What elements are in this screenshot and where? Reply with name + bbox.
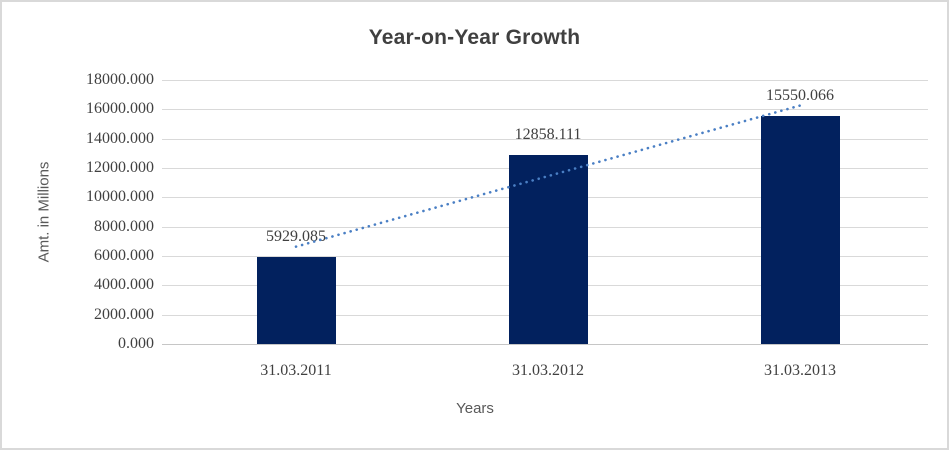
- x-tick-label: 31.03.2011: [260, 362, 332, 379]
- y-tick-label: 6000.000: [94, 247, 154, 264]
- gridline: [162, 80, 928, 81]
- data-label: 12858.111: [514, 126, 582, 144]
- y-tick-label: 4000.000: [94, 276, 154, 293]
- bar-31.03.2013: [760, 115, 840, 344]
- y-tick-label: 16000.000: [86, 100, 154, 117]
- y-tick-label: 18000.000: [86, 71, 154, 88]
- y-tick-label: 14000.000: [86, 130, 154, 147]
- data-label: 5929.085: [266, 228, 326, 246]
- gridline: [162, 109, 928, 110]
- y-tick-label: 8000.000: [94, 218, 154, 235]
- y-tick-label: 10000.000: [86, 188, 154, 205]
- y-tick-label: 2000.000: [94, 306, 154, 323]
- gridline: [162, 344, 928, 345]
- bar-31.03.2011: [256, 257, 336, 344]
- y-tick-label: 12000.000: [86, 159, 154, 176]
- x-tick-label: 31.03.2013: [764, 362, 836, 379]
- bar-31.03.2012: [508, 155, 588, 344]
- data-label: 15550.066: [766, 86, 834, 104]
- chart-title: Year-on-Year Growth: [368, 26, 581, 49]
- x-axis-title: Years: [456, 400, 494, 417]
- x-tick-label: 31.03.2012: [512, 362, 584, 379]
- y-tick-label: 0.000: [118, 335, 154, 352]
